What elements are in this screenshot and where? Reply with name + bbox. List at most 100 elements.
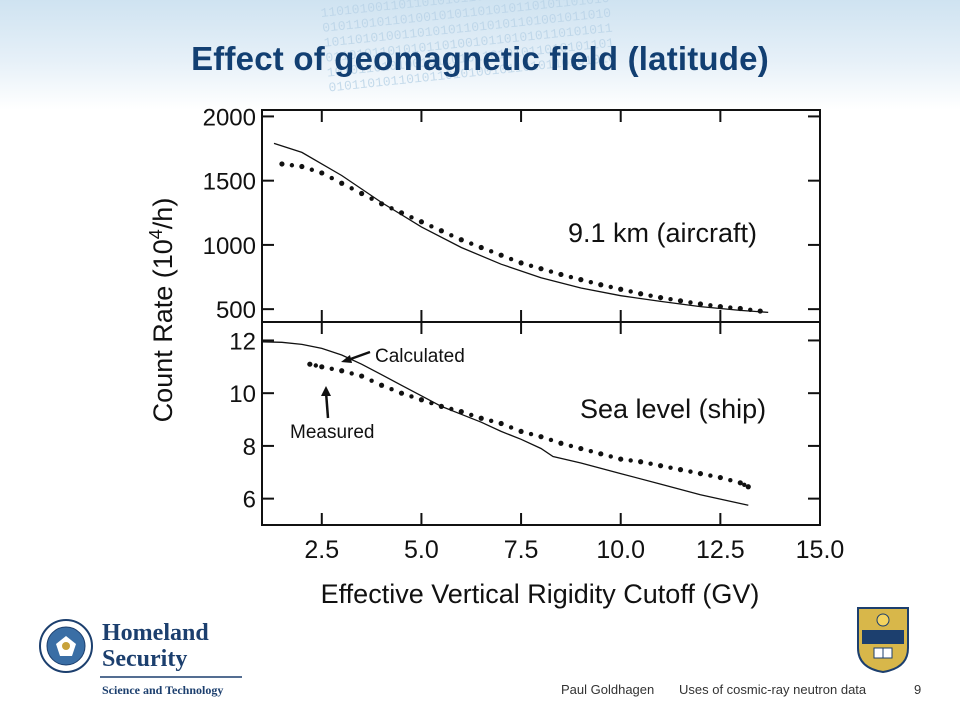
series-point-1-1	[518, 428, 524, 435]
footer-author: Paul Goldhagen	[561, 682, 655, 697]
series-point-1-1	[548, 437, 554, 443]
annotation-calculated: Calculated	[375, 346, 465, 367]
series-point-1-1	[478, 415, 484, 421]
series-point-1-1	[488, 418, 494, 424]
series-point-0-1	[558, 271, 564, 278]
series-point-0-1	[598, 282, 604, 288]
panel-label-1: Sea level (ship)	[580, 394, 766, 424]
series-point-0-1	[398, 210, 405, 216]
series-point-1-1	[588, 448, 594, 454]
series-point-0-1	[279, 161, 285, 167]
series-point-0-1	[339, 180, 345, 186]
footer-talk-title: Uses of cosmic-ray neutron data	[679, 682, 867, 697]
x-tick-label: 2.5	[304, 536, 339, 564]
series-point-1-1	[508, 425, 514, 430]
series-point-0-1	[668, 296, 673, 302]
panel-frame-1	[261, 321, 821, 526]
series-point-0-1	[409, 215, 414, 220]
series-point-0-1	[717, 303, 723, 310]
series-point-0-1	[319, 170, 325, 176]
series-point-1-1	[668, 465, 673, 470]
series-point-0-1	[638, 291, 644, 297]
series-point-0-1	[628, 289, 633, 294]
university-of-delaware-logo	[857, 607, 909, 674]
series-point-1-1	[568, 443, 574, 449]
series-point-1-1	[528, 431, 534, 437]
annotation-arrow-measured	[324, 391, 330, 419]
panel-frame-0	[261, 109, 821, 323]
series-point-0-1	[478, 244, 484, 251]
dhs-line3: Science and Technology	[102, 683, 223, 697]
series-point-1-1	[359, 373, 365, 379]
series-point-0-1	[657, 294, 664, 301]
series-point-1-1	[438, 403, 444, 409]
series-point-1-1	[598, 451, 604, 457]
series-point-0-1	[578, 277, 584, 283]
annotation-arrowhead-calculated	[341, 355, 352, 363]
y-tick-label: 1500	[203, 169, 256, 196]
series-point-0-1	[708, 303, 713, 308]
series-point-1-1	[648, 461, 653, 466]
series-point-0-1	[389, 206, 394, 211]
series-point-0-1	[568, 274, 574, 280]
series-point-0-1	[748, 307, 753, 312]
series-point-1-1	[429, 400, 434, 406]
series-point-1-1	[319, 364, 325, 370]
series-point-1-1	[329, 366, 334, 371]
series-point-1-1	[728, 477, 733, 483]
y-axis-label: Count Rate (104/h)	[146, 198, 178, 423]
footer-page-number: 9	[914, 682, 922, 697]
series-point-1-1	[449, 406, 454, 412]
series-line-0-0	[273, 142, 769, 314]
series-point-0-1	[418, 219, 425, 225]
series-point-1-1	[389, 387, 394, 392]
series-point-0-1	[538, 266, 544, 272]
series-point-1-1	[708, 473, 713, 478]
series-point-0-1	[608, 284, 613, 290]
series-point-0-1	[458, 237, 464, 243]
annotation-measured: Measured	[290, 422, 375, 443]
dhs-line2: Security	[102, 646, 187, 672]
series-point-1-1	[313, 363, 319, 368]
series-point-1-1	[697, 470, 704, 477]
series-point-0-1	[449, 233, 454, 238]
series-point-1-1	[737, 480, 743, 486]
y-tick-label: 500	[216, 297, 256, 324]
series-point-0-1	[378, 201, 385, 207]
series-point-0-1	[429, 224, 434, 229]
series-point-0-1	[648, 293, 653, 298]
series-line-1-0	[261, 341, 749, 506]
series-point-0-1	[359, 190, 365, 197]
x-tick-label: 15.0	[796, 536, 845, 564]
series-point-0-1	[349, 186, 354, 191]
series-point-0-1	[469, 241, 474, 246]
series-point-0-1	[697, 301, 704, 307]
slide-title: Effect of geomagnetic field (latitude)	[191, 40, 769, 77]
series-point-0-1	[289, 163, 295, 168]
annotation-arrowhead-measured	[321, 386, 331, 396]
x-axis-label: Effective Vertical Rigidity Cutoff (GV)	[321, 579, 760, 609]
y-tick-label: 1000	[203, 233, 256, 260]
series-point-1-1	[677, 467, 684, 473]
series-point-1-1	[608, 454, 613, 459]
x-tick-label: 7.5	[504, 536, 539, 564]
series-point-1-1	[578, 445, 584, 452]
series-point-1-1	[742, 482, 747, 487]
y-tick-label: 6	[243, 487, 256, 514]
x-tick-label: 10.0	[596, 536, 645, 564]
series-point-1-1	[618, 456, 624, 462]
series-point-1-1	[688, 469, 693, 474]
series-point-1-1	[498, 420, 504, 427]
y-tick-label: 10	[229, 381, 256, 408]
series-point-0-1	[518, 260, 524, 266]
series-point-1-1	[349, 371, 354, 376]
series-point-0-1	[508, 256, 514, 262]
series-point-0-1	[528, 263, 534, 268]
series-point-0-1	[329, 175, 334, 181]
series-point-1-1	[369, 378, 374, 383]
x-tick-label: 12.5	[696, 536, 745, 564]
series-point-1-1	[398, 390, 405, 396]
series-point-0-1	[488, 249, 494, 254]
series-point-1-1	[469, 412, 474, 418]
